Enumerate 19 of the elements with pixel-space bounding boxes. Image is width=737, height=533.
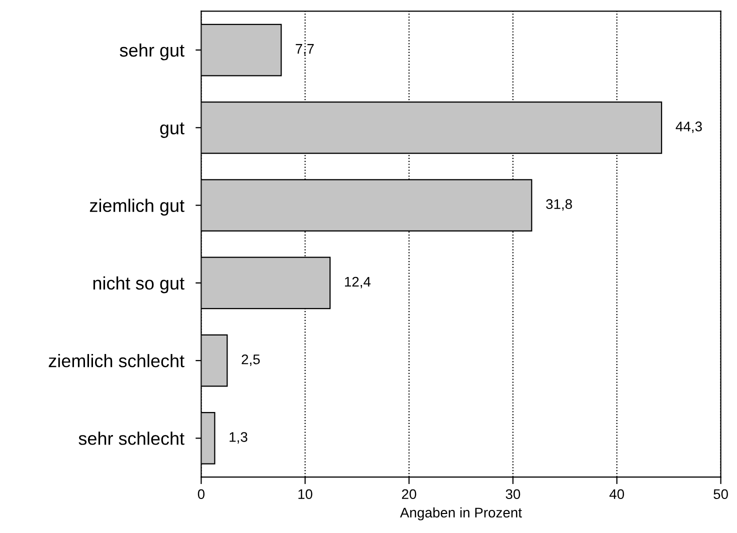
data-label: 44,3 (676, 122, 702, 134)
y-tick-label: ziemlich schlecht (48, 354, 184, 368)
x-tick-label: 0 (198, 489, 205, 500)
y-tick-label: ziemlich gut (90, 198, 184, 216)
data-label: 31,8 (546, 199, 572, 211)
y-tick-label: gut (160, 122, 184, 138)
data-label: 12,4 (345, 276, 371, 288)
x-tick-label: 40 (609, 489, 624, 500)
y-tick-label: nicht so gut (93, 276, 184, 294)
x-tick-label: 20 (402, 489, 416, 500)
x-tick-label: 30 (506, 489, 520, 500)
data-label: 1,3 (230, 432, 248, 444)
x-tick-label: 50 (714, 489, 728, 500)
data-label: 2,5 (242, 354, 260, 366)
data-label: 7,7 (296, 44, 314, 56)
y-tick-label: sehr gut (120, 43, 184, 60)
y-tick-label: sehr schlecht (78, 432, 184, 445)
x-axis-title: Angaben in Prozent (400, 507, 522, 520)
x-tick-label: 10 (298, 489, 312, 500)
